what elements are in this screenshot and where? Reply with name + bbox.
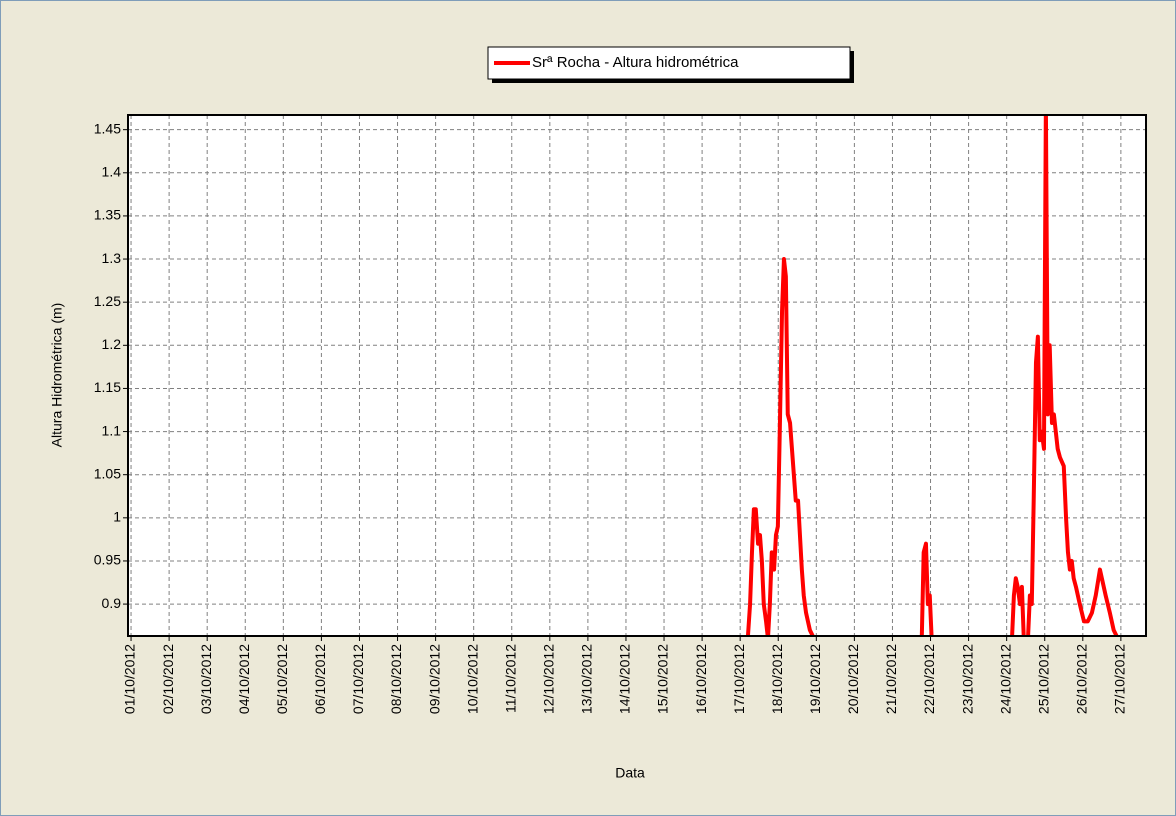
y-tick-label: 1.3 [102, 250, 122, 266]
legend: Srª Rocha - Altura hidrométrica [487, 46, 854, 83]
y-tick-label: 1.25 [94, 293, 121, 309]
x-tick-label: 13/10/2012 [579, 644, 595, 714]
x-tick-label: 19/10/2012 [807, 644, 823, 714]
x-tick-label: 04/10/2012 [236, 644, 252, 714]
y-tick-label: 1.4 [102, 163, 122, 179]
x-tick-label: 27/10/2012 [1112, 644, 1128, 714]
x-tick-label: 10/10/2012 [464, 644, 480, 714]
x-tick-label: 16/10/2012 [693, 644, 709, 714]
x-tick-label: 06/10/2012 [312, 644, 328, 714]
y-tick-label: 1.35 [94, 207, 121, 223]
y-tick-label: 1.15 [94, 379, 121, 395]
x-tick-label: 17/10/2012 [731, 644, 747, 714]
plot-border [127, 114, 1147, 637]
x-tick-label: 03/10/2012 [198, 644, 214, 714]
x-tick-label: 25/10/2012 [1035, 644, 1051, 714]
x-tick-label: 21/10/2012 [883, 644, 899, 714]
x-tick-label: 09/10/2012 [426, 644, 442, 714]
x-tick-label: 26/10/2012 [1074, 644, 1090, 714]
x-tick-label: 23/10/2012 [959, 644, 975, 714]
x-tick-label: 24/10/2012 [997, 644, 1013, 714]
series-line [745, 115, 1119, 636]
x-tick-label: 07/10/2012 [350, 644, 366, 714]
y-tick-label: 1.45 [94, 120, 121, 136]
x-tick-label: 18/10/2012 [769, 644, 785, 714]
y-tick-label: 1.05 [94, 465, 121, 481]
x-tick-label: 05/10/2012 [274, 644, 290, 714]
x-tick-label: 11/10/2012 [502, 644, 518, 713]
y-tick-label: 1.2 [102, 336, 122, 352]
legend-box [487, 46, 851, 80]
y-tick-label: 1 [113, 509, 121, 525]
y-tick-label: 1.1 [102, 422, 122, 438]
grid [128, 115, 1146, 636]
x-axis-label: Data [615, 765, 645, 781]
plot-area [128, 115, 1146, 636]
x-tick-label: 12/10/2012 [541, 644, 557, 714]
x-tick-label: 15/10/2012 [655, 644, 671, 714]
x-tick-label: 14/10/2012 [617, 644, 633, 714]
y-tick-label: 0.95 [94, 552, 121, 568]
y-tick-label: 0.9 [102, 595, 122, 611]
x-tick-label: 08/10/2012 [388, 644, 404, 714]
series-layer [745, 115, 1119, 636]
x-tick-label: 20/10/2012 [845, 644, 861, 714]
y-axis-label: Altura Hidrométrica (m) [49, 303, 65, 448]
x-tick-label: 01/10/2012 [122, 644, 138, 714]
x-tick-label: 22/10/2012 [921, 644, 937, 714]
legend-label: Srª Rocha - Altura hidrométrica [532, 54, 739, 71]
x-tick-label: 02/10/2012 [160, 644, 176, 714]
